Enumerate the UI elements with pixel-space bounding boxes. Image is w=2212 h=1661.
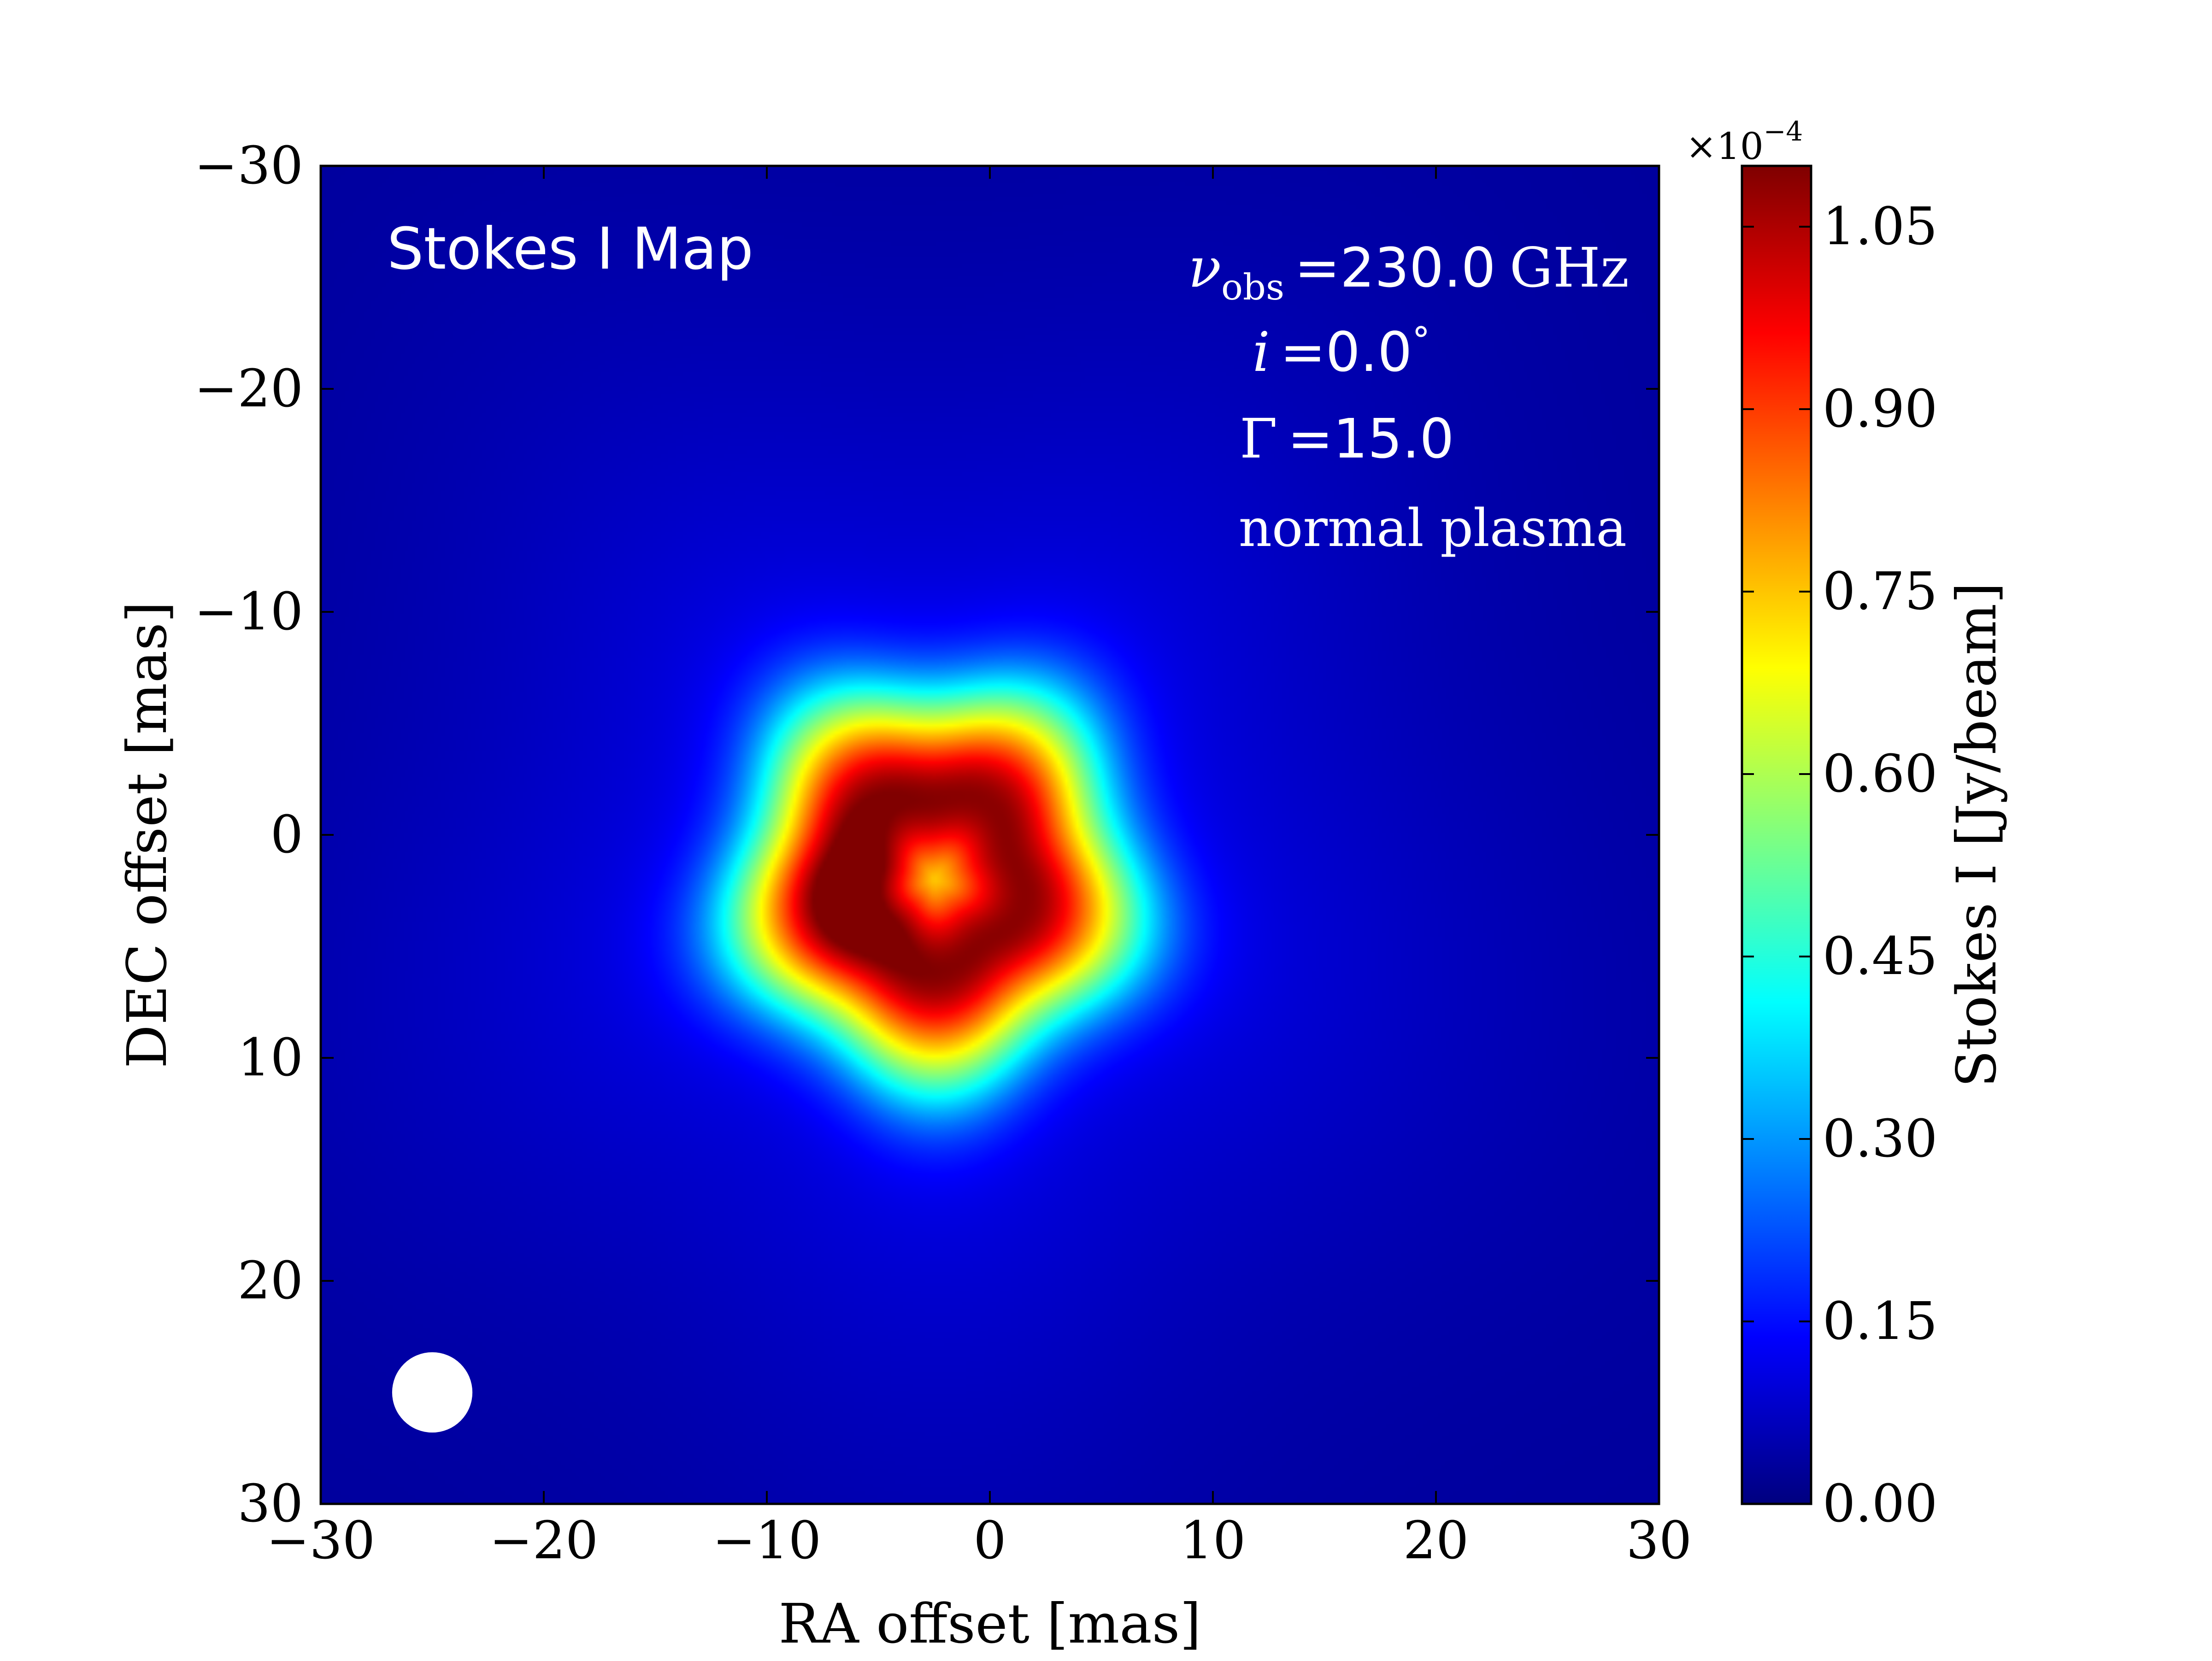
colorbar-tick-label: 0.30 [1823, 1109, 1937, 1169]
colorbar-tick-label: 1.05 [1823, 197, 1937, 257]
x-tick-label: 20 [1403, 1511, 1469, 1571]
colorbar-tick-label: 0.45 [1823, 927, 1937, 986]
x-tick-label: 10 [1180, 1511, 1246, 1571]
colorbar [1741, 164, 1812, 1505]
colorbar-tick-label: 0.75 [1823, 562, 1937, 622]
chart-title: Stokes I Map [387, 216, 753, 282]
plot-area [321, 166, 1659, 1504]
colorbar-tick-label: 0.60 [1823, 744, 1937, 804]
y-tick-label: −10 [194, 582, 303, 642]
colorbar-tick-label: 0.90 [1823, 379, 1937, 439]
inclination-annotation: i =0.0° [1253, 320, 1430, 384]
frequency-annotation: νobs =230.0 GHz [1188, 236, 1629, 308]
x-axis-label: RA offset [mas] [779, 1592, 1201, 1655]
y-axis-label: DEC offset [mas] [115, 601, 179, 1068]
colorbar-tick-label: 0.00 [1823, 1474, 1937, 1534]
y-tick-label: 30 [237, 1474, 303, 1534]
y-tick-label: 10 [237, 1028, 303, 1088]
colorbar-tick-label: 0.15 [1823, 1291, 1937, 1351]
x-tick-label: 30 [1626, 1511, 1692, 1571]
colorbar-label: Stokes I [Jy/beam] [1945, 582, 2008, 1087]
x-tick-label: −20 [489, 1511, 598, 1571]
lorentz-factor-annotation: Γ =15.0 [1240, 407, 1454, 470]
x-tick-label: −10 [712, 1511, 821, 1571]
x-tick-label: −30 [266, 1511, 375, 1571]
y-tick-label: 0 [271, 805, 303, 865]
beam-ellipse [392, 1352, 473, 1433]
y-tick-label: −20 [194, 359, 303, 419]
colorbar-ticks: 0.00 0.15 0.30 0.45 0.60 0.75 0.90 1.05 [1742, 197, 1937, 1534]
y-tick-label: −30 [194, 136, 303, 196]
y-tick-label: 20 [237, 1251, 303, 1311]
stokes-i-heatmap [321, 166, 1659, 1504]
colorbar-multiplier: ×10−4 [1686, 116, 1803, 168]
x-tick-label: 0 [973, 1511, 1006, 1571]
plasma-annotation: normal plasma [1239, 499, 1627, 558]
